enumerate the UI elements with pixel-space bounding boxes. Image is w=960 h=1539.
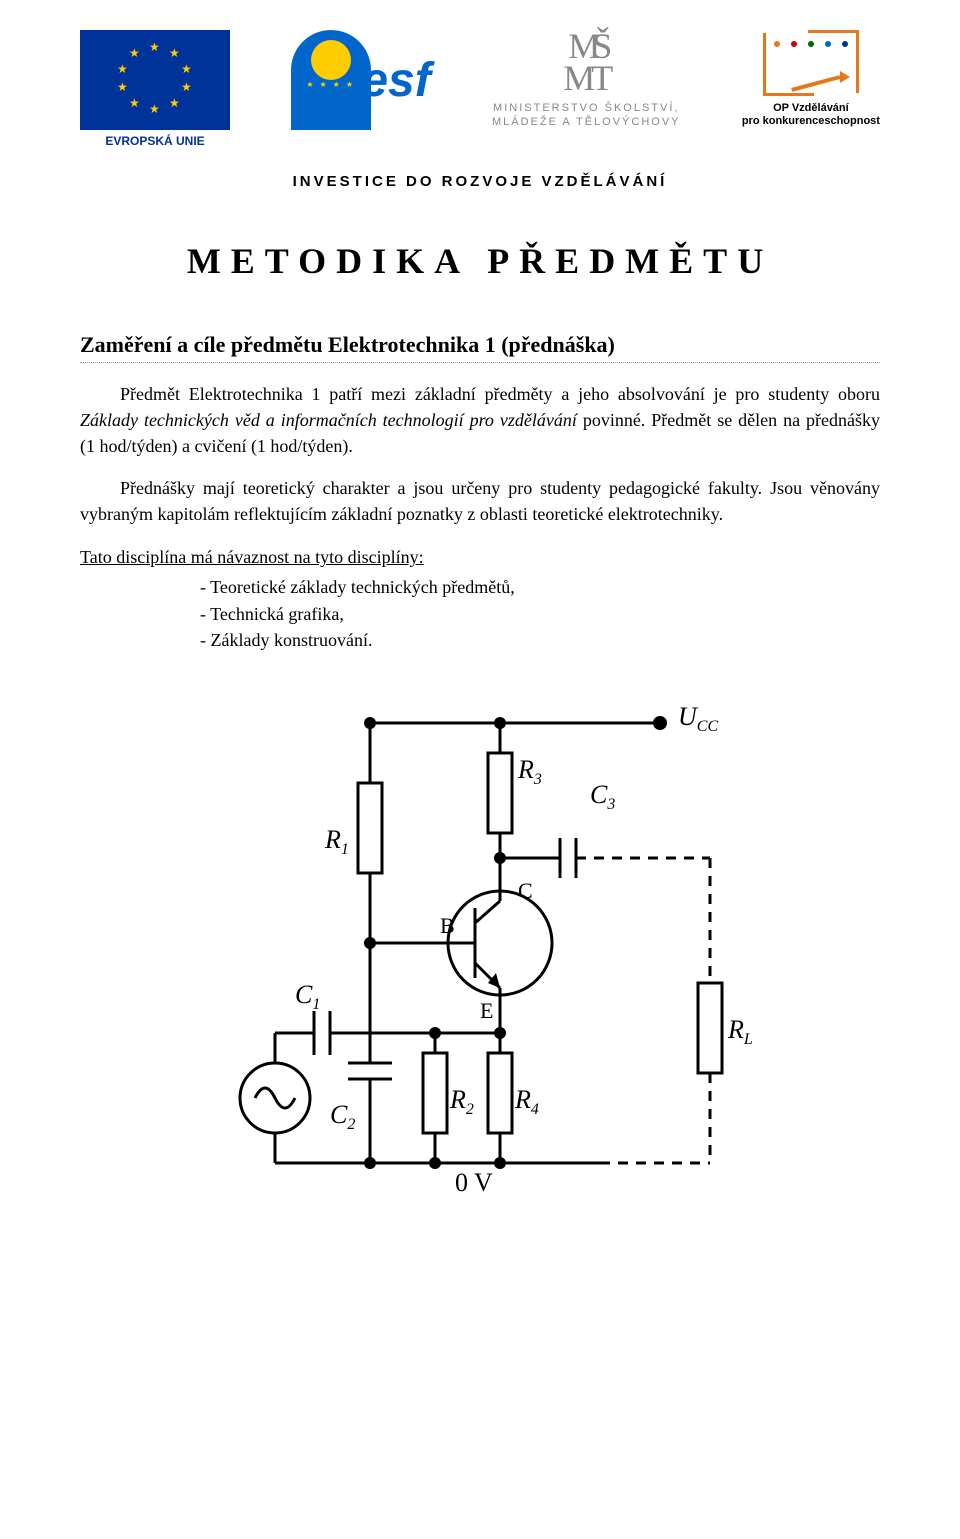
op-dot [842, 41, 848, 47]
op-logo: OP Vzdělávání pro konkurenceschopnost [742, 30, 880, 128]
followup-item: - Základy konstruování. [200, 627, 880, 653]
msmt-mark-icon: MŠ MT [563, 30, 609, 95]
page: ★ ★ ★ ★ ★ ★ ★ ★ ★ ★ EVROPSKÁ UNIE ★ ★ ★ … [0, 0, 960, 1233]
msmt-caption: MINISTERSTVO ŠKOLSTVÍ, MLÁDEŽE A TĚLOVÝC… [492, 101, 681, 130]
banner-text: INVESTICE DO ROZVOJE VZDĚLÁVÁNÍ [80, 173, 880, 190]
paragraph-2: Přednášky mají teoretický charakter a js… [80, 475, 880, 527]
document-title: METODIKA PŘEDMĚTU [80, 240, 880, 282]
op-dot [774, 41, 780, 47]
para1-lead: Předmět Elektrotechnika 1 patří mezi zák… [120, 384, 880, 404]
svg-text:R2: R2 [449, 1085, 474, 1118]
para1-italic: Základy technických věd a informačních t… [80, 410, 577, 430]
eu-caption: EVROPSKÁ UNIE [105, 134, 204, 148]
op-dots [774, 41, 848, 47]
svg-text:UCC: UCC [678, 702, 718, 735]
svg-text:C1: C1 [295, 980, 320, 1013]
paragraph-1: Předmět Elektrotechnika 1 patří mezi zák… [80, 381, 880, 459]
followup-list: - Teoretické základy technických předmět… [200, 574, 880, 652]
svg-text:R3: R3 [517, 755, 542, 788]
op-dot [825, 41, 831, 47]
logo-row: ★ ★ ★ ★ ★ ★ ★ ★ ★ ★ EVROPSKÁ UNIE ★ ★ ★ … [80, 30, 880, 148]
svg-text:RL: RL [727, 1015, 753, 1048]
msmt-logo: MŠ MT MINISTERSTVO ŠKOLSTVÍ, MLÁDEŽE A T… [492, 30, 681, 129]
heading-underline [80, 362, 880, 363]
section-heading: Zaměření a cíle předmětu Elektrotechnika… [80, 332, 880, 358]
op-mark-icon [763, 30, 859, 96]
followup-item: - Technická grafika, [200, 601, 880, 627]
esf-head-icon: ★ ★ ★ ★ [291, 30, 371, 130]
svg-text:C3: C3 [590, 780, 615, 813]
eu-logo: ★ ★ ★ ★ ★ ★ ★ ★ ★ ★ EVROPSKÁ UNIE [80, 30, 230, 148]
svg-text:C: C [518, 878, 533, 903]
followup-item: - Teoretické základy technických předmět… [200, 574, 880, 600]
op-caption: OP Vzdělávání pro konkurenceschopnost [742, 102, 880, 128]
op-dot [808, 41, 814, 47]
svg-text:B: B [440, 913, 455, 938]
svg-text:0 V: 0 V [455, 1168, 493, 1193]
esf-text: esf [361, 53, 430, 108]
svg-text:C2: C2 [330, 1100, 355, 1133]
op-dot [791, 41, 797, 47]
op-arrow-icon [840, 71, 850, 83]
eu-flag-icon: ★ ★ ★ ★ ★ ★ ★ ★ ★ ★ [80, 30, 230, 130]
svg-text:R1: R1 [324, 825, 349, 858]
followup-heading: Tato disciplína má návaznost na tyto dis… [80, 547, 880, 568]
svg-text:R4: R4 [514, 1085, 539, 1118]
circuit-diagram: UCC R1 R3 C3 [80, 683, 880, 1193]
svg-text:E: E [480, 998, 493, 1023]
esf-logo: ★ ★ ★ ★ esf [291, 30, 430, 130]
